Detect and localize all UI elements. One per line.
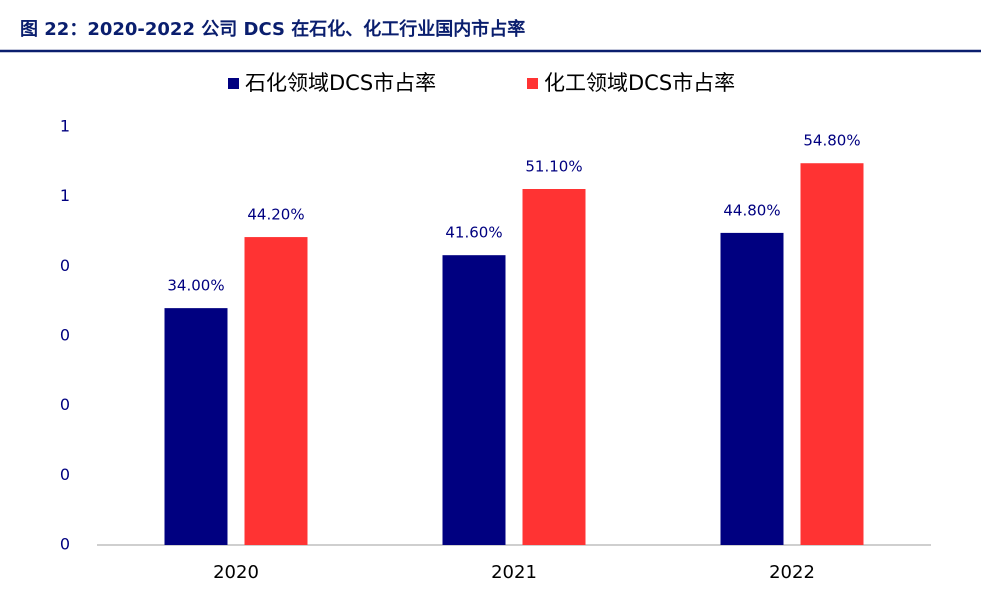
y-tick-label: 0: [60, 326, 70, 345]
bar: [442, 255, 506, 546]
legend-swatch: [527, 78, 538, 89]
bar: [720, 232, 784, 546]
x-tick-label: 2022: [769, 562, 815, 583]
data-label: 54.80%: [803, 132, 860, 150]
data-label: 44.80%: [723, 201, 780, 219]
data-label: 41.60%: [445, 224, 502, 242]
y-tick-label: 0: [60, 256, 70, 275]
data-label: 44.20%: [247, 206, 304, 224]
data-label: 51.10%: [525, 158, 582, 176]
bar: [164, 308, 228, 545]
x-tick-label: 2021: [491, 562, 537, 583]
legend-label: 化工领域DCS市占率: [544, 71, 735, 95]
y-tick-label: 1: [60, 117, 70, 136]
chart-title: 图 22：2020-2022 公司 DCS 在石化、化工行业国内市占率: [20, 18, 525, 40]
bar: [522, 189, 586, 545]
x-tick-label: 2020: [213, 562, 259, 583]
y-tick-label: 0: [60, 465, 70, 484]
y-tick-label: 0: [60, 395, 70, 414]
bar: [244, 237, 308, 545]
legend-label: 石化领域DCS市占率: [245, 71, 436, 95]
data-label: 34.00%: [167, 277, 224, 295]
y-tick-label: 1: [60, 186, 70, 205]
bar: [800, 163, 864, 545]
y-tick-label: 0: [60, 535, 70, 554]
legend-swatch: [228, 78, 239, 89]
